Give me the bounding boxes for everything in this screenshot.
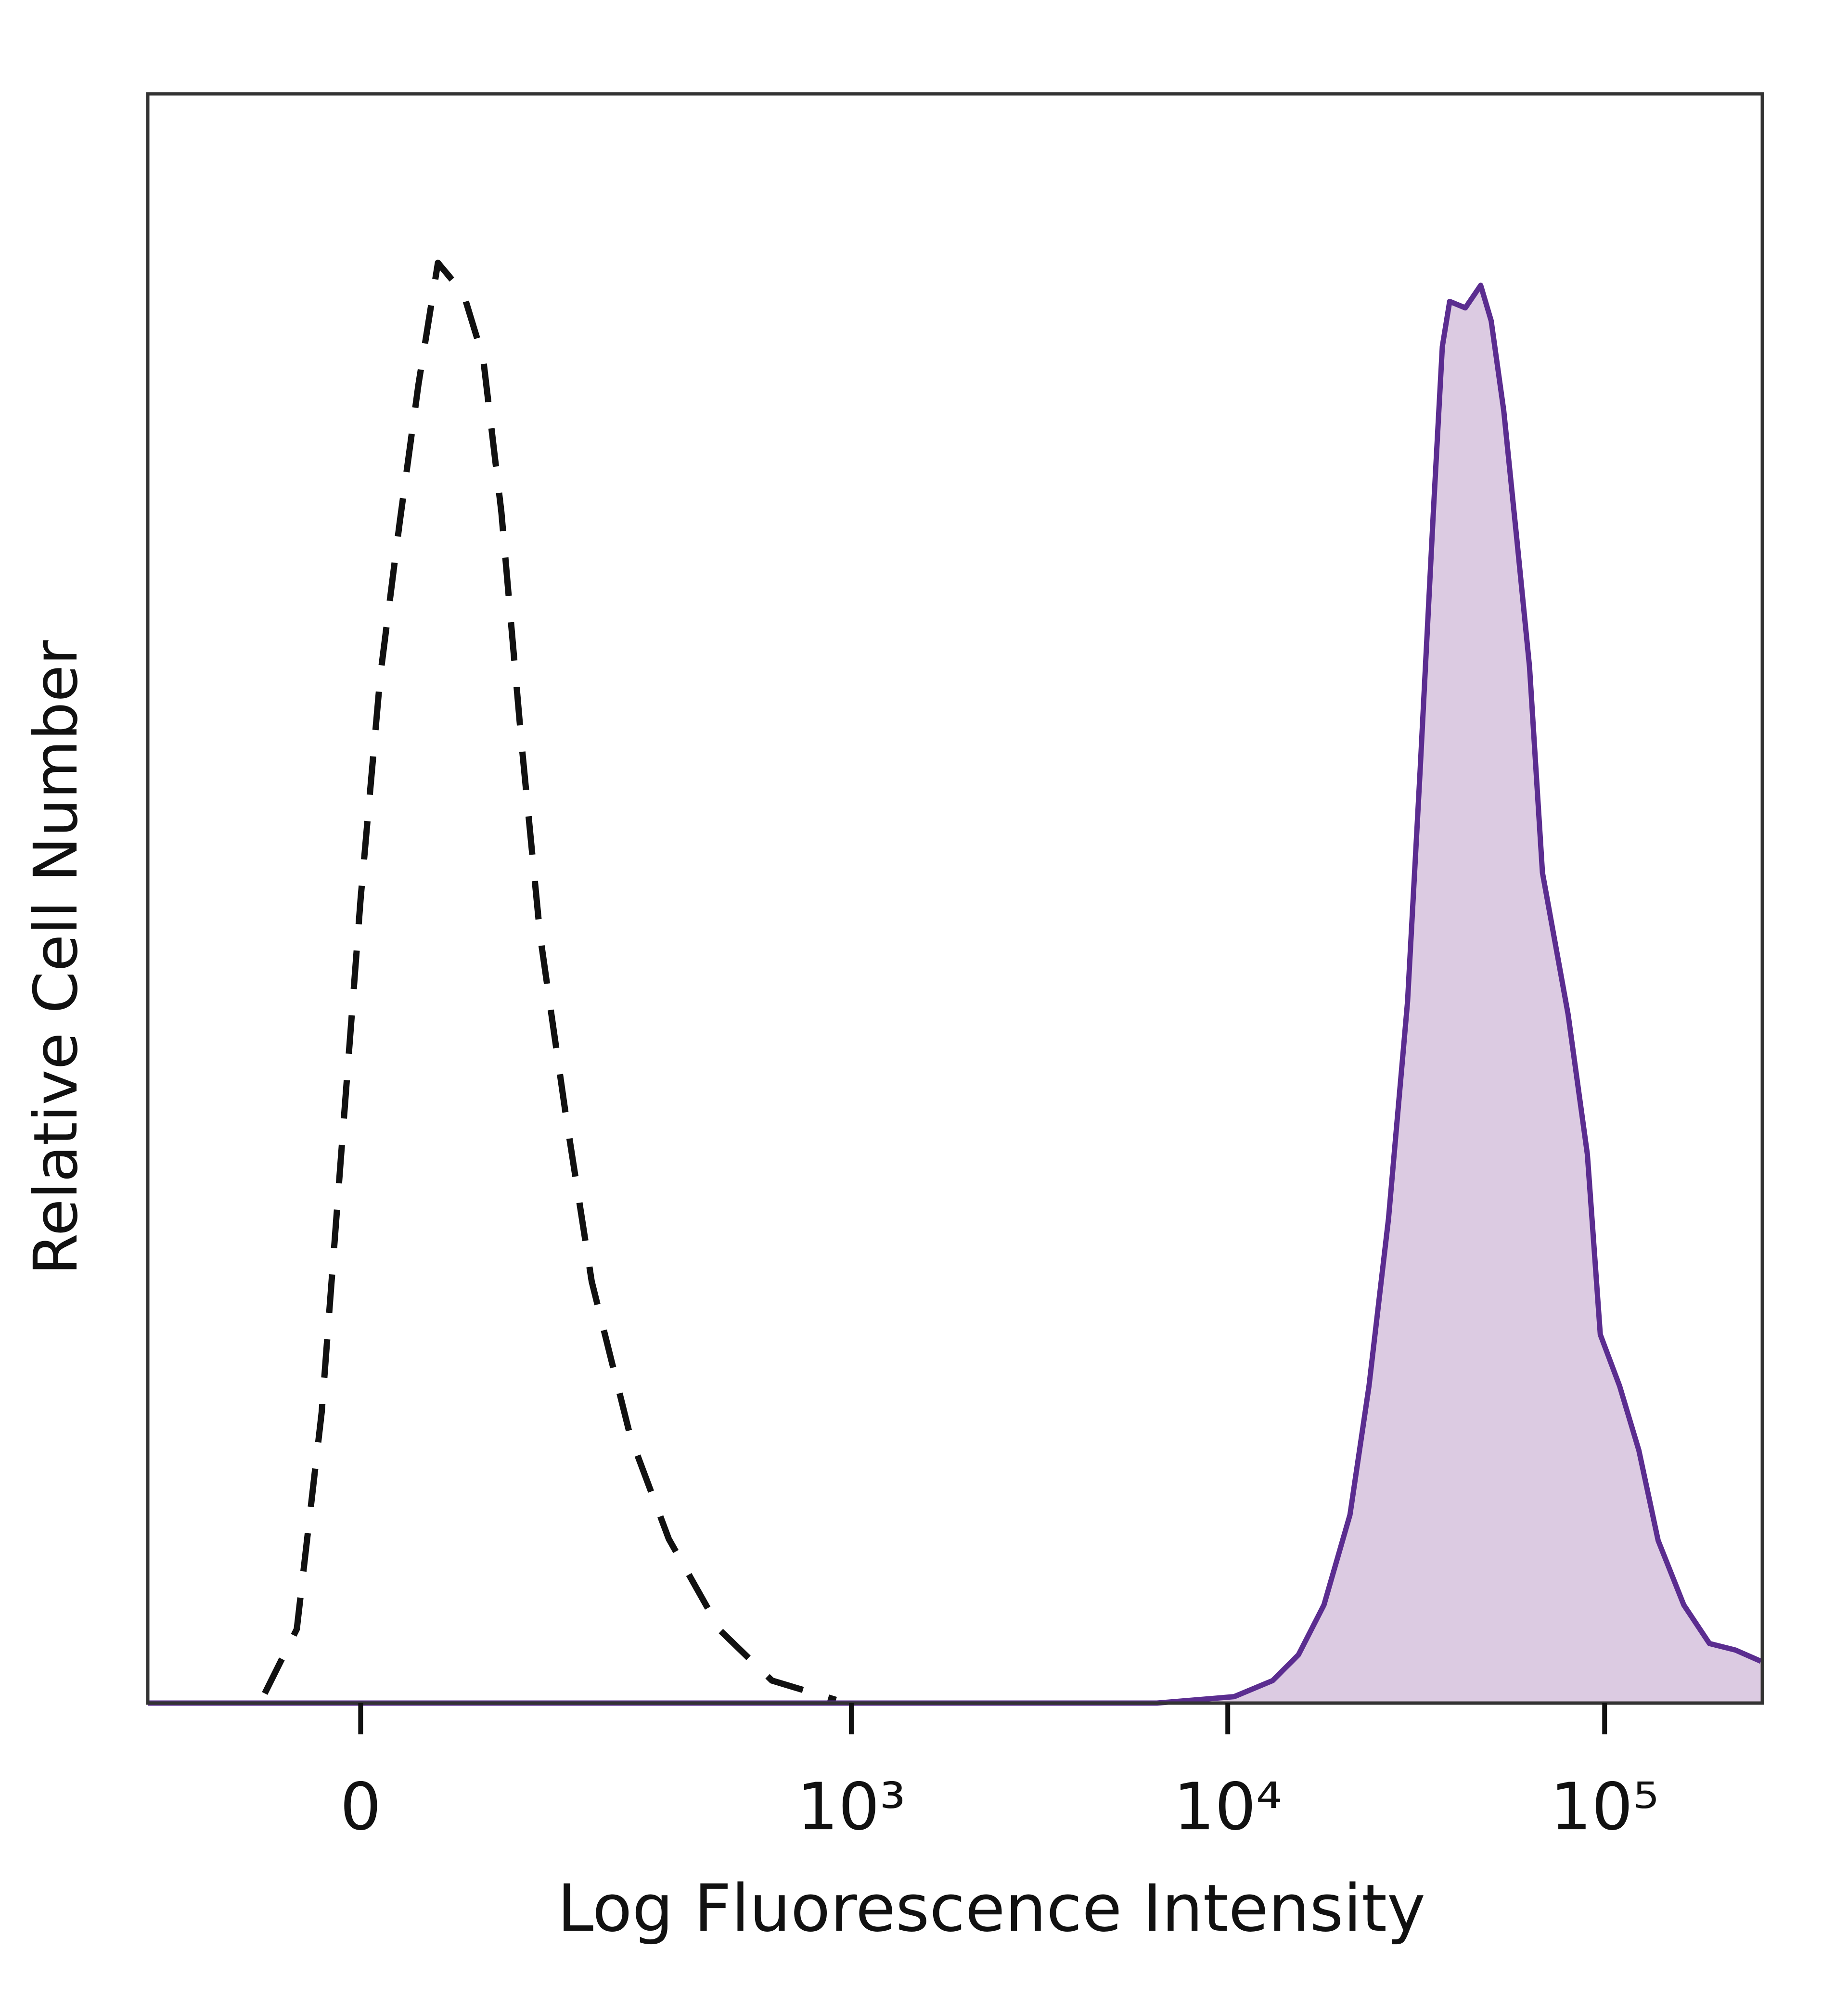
plot-frame — [146, 92, 1764, 1705]
histogram-line — [148, 282, 1762, 1706]
x-tick-label: 10⁵ — [1550, 1769, 1659, 1845]
x-tick-label: 10⁴ — [1173, 1769, 1282, 1845]
y-axis-title: Relative Cell Number — [21, 640, 91, 1275]
histogram-fill — [148, 285, 1761, 1703]
x-axis-title: Log Fluorescence Intensity — [557, 1871, 1425, 1946]
x-tick-label: 0 — [340, 1769, 381, 1845]
x-tick-label: 10³ — [797, 1769, 906, 1845]
